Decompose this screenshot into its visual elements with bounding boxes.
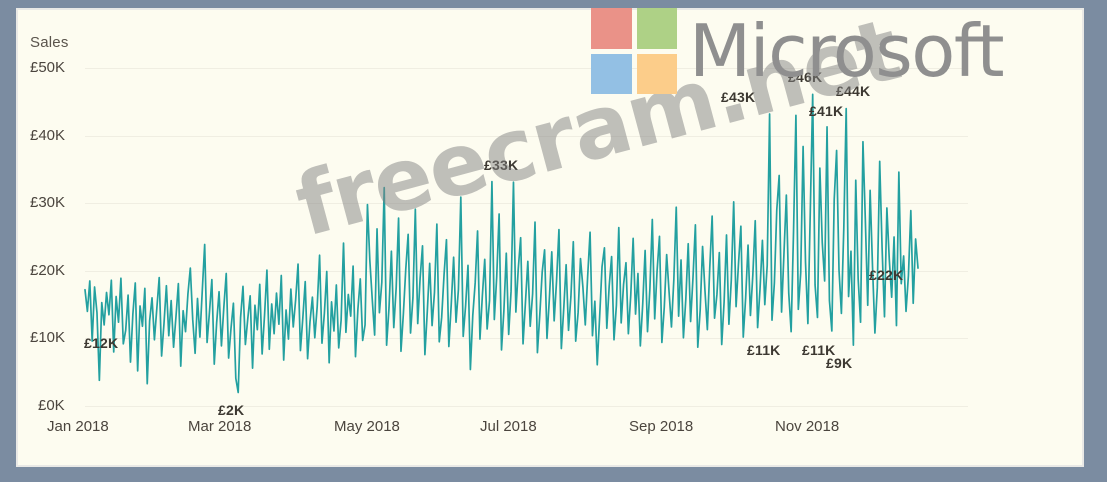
x-axis-tick-label: Jan 2018 — [47, 418, 109, 435]
data-point-label: £41K — [809, 103, 844, 119]
data-point-label: £46K — [788, 69, 823, 85]
y-axis-tick-label: £0K — [38, 397, 65, 414]
data-point-label: £9K — [826, 355, 853, 371]
x-axis-tick-label: Jul 2018 — [480, 418, 537, 435]
y-axis-title: Sales — [30, 34, 69, 51]
data-point-label: £43K — [721, 89, 756, 105]
gridline — [85, 68, 968, 69]
data-point-label: £22K — [869, 267, 904, 283]
chart-canvas: Sales £0K £10K £20K £30K £40K £50K £12K £2K £33… — [18, 0, 1082, 465]
sales-polyline — [84, 93, 919, 394]
data-point-label: £11K — [747, 342, 781, 358]
x-axis-tick-label: Sep 2018 — [629, 418, 694, 435]
data-point-label: £44K — [836, 83, 871, 99]
y-axis-tick-label: £30K — [30, 194, 66, 211]
x-axis-tick-label: May 2018 — [334, 418, 400, 435]
data-point-label: £12K — [84, 335, 119, 351]
x-axis-tick-label: Nov 2018 — [775, 418, 840, 435]
data-point-label: £2K — [218, 402, 245, 418]
gridline — [85, 338, 968, 339]
y-axis-tick-label: £10K — [30, 329, 66, 346]
sales-line-chart: Sales £0K £10K £20K £30K £40K £50K £12K £2K £33… — [18, 10, 1082, 465]
y-axis-tick-label: £20K — [30, 262, 66, 279]
gridline — [85, 203, 968, 204]
sales-series-line — [84, 93, 919, 394]
y-axis-tick-label: £50K — [30, 59, 66, 76]
x-axis-tick-label: Mar 2018 — [188, 418, 252, 435]
gridline — [85, 136, 968, 137]
data-point-label: £33K — [484, 157, 519, 173]
data-point-label: £11K — [802, 342, 836, 358]
gridline — [85, 406, 968, 407]
y-axis-tick-label: £40K — [30, 127, 66, 144]
